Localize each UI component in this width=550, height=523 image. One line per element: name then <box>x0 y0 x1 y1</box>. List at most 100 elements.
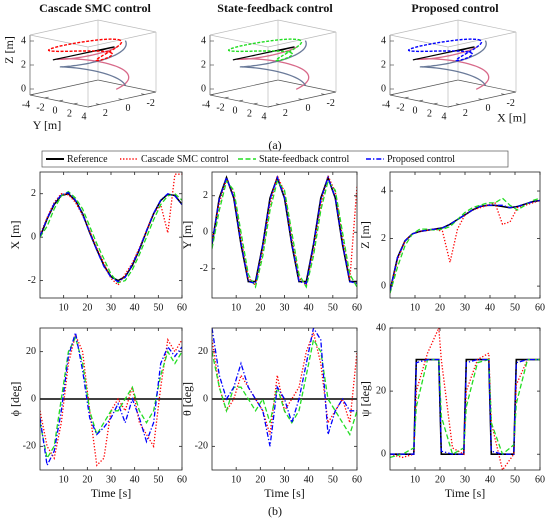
x-tick-label: 10 <box>59 302 69 313</box>
plot-frame <box>389 327 541 471</box>
trajectory <box>239 40 307 87</box>
x-tick-label: 10 <box>410 474 420 485</box>
trajectory <box>416 46 490 90</box>
y-tick-label: 2 <box>427 108 432 119</box>
y-tick-label: -4 <box>22 99 30 110</box>
box-edge <box>29 34 89 48</box>
x-tick-label: 40 <box>130 474 140 485</box>
series-line <box>390 199 540 292</box>
x-tick-label: 20 <box>255 474 265 485</box>
x-tick-label: 40 <box>304 474 314 485</box>
x-tick-label: 50 <box>328 302 338 313</box>
x-tick-label: 30 <box>460 474 470 485</box>
series-line <box>40 173 182 287</box>
legend-label: Reference <box>67 154 108 165</box>
y-axis-label: Y [m] <box>180 221 194 250</box>
z-tick-label: 0 <box>381 83 386 94</box>
y-tick-label: -2 <box>36 102 44 113</box>
y-tick-label: 2 <box>247 108 252 119</box>
tick-mark <box>253 102 258 105</box>
tick-mark <box>389 93 395 96</box>
x-tick-label: 30 <box>280 474 290 485</box>
panel-label: (a) <box>268 138 281 152</box>
series-line <box>212 338 357 437</box>
tick-mark <box>118 98 123 100</box>
series-line <box>40 191 182 283</box>
series-line <box>212 330 357 435</box>
box-edge <box>29 19 99 36</box>
tick-mark <box>418 99 424 102</box>
box-edge <box>389 79 459 96</box>
chart-title: Proposed control <box>411 1 499 15</box>
tick-mark <box>501 93 505 95</box>
tick-mark <box>238 99 244 102</box>
series-line <box>40 335 182 460</box>
x-tick-label: 20 <box>435 474 445 485</box>
y-tick-label: -2 <box>396 102 404 113</box>
series-line <box>390 199 540 292</box>
box-edge <box>389 34 449 48</box>
trajectory <box>232 46 295 61</box>
x-tick-label: 0 <box>486 103 491 114</box>
plot-frame <box>211 327 358 471</box>
box-edge <box>87 31 157 48</box>
y-tick-label: -4 <box>382 99 390 110</box>
z-tick-label: 0 <box>201 83 206 94</box>
tick-mark <box>298 98 303 100</box>
tick-mark <box>95 103 100 105</box>
box-edge <box>209 34 269 48</box>
x-tick-label: -2 <box>146 98 154 109</box>
y-tick-label: 0 <box>203 227 208 238</box>
x-tick-label: 30 <box>460 302 470 313</box>
x-tick-label: 40 <box>485 302 495 313</box>
y-tick-label: -2 <box>200 263 208 274</box>
series-line <box>40 332 182 468</box>
y-tick-label: 2 <box>31 188 36 199</box>
y-tick-label: 4 <box>381 185 386 196</box>
tick-mark <box>267 105 273 108</box>
x-tick-label: -2 <box>506 98 514 109</box>
box-edge <box>209 79 279 96</box>
tick-mark <box>87 105 93 108</box>
y-tick-label: 20 <box>26 346 36 357</box>
panel-label: (b) <box>268 504 282 518</box>
plot-frame <box>389 171 541 299</box>
tick-mark <box>447 105 453 108</box>
plot-frame <box>39 171 183 299</box>
plot-lines <box>40 332 182 468</box>
x-tick-label: 40 <box>304 302 314 313</box>
trajectory <box>236 46 310 90</box>
trajectory <box>59 40 127 87</box>
series-line <box>212 179 357 289</box>
x-axis-label: Time [s] <box>91 486 132 500</box>
plot-lines <box>390 197 540 294</box>
y-tick-label: 0 <box>53 105 58 116</box>
y-tick-label: -2 <box>28 275 36 286</box>
x-tick-label: 10 <box>231 302 241 313</box>
y-tick-label: 0 <box>203 393 208 404</box>
x-tick-label: 60 <box>535 302 545 313</box>
trajectory <box>56 46 130 90</box>
series-line <box>212 175 357 285</box>
plot-lines <box>40 173 182 287</box>
legend-box <box>41 150 509 168</box>
y-axis-label: X [m] <box>8 221 22 250</box>
x-tick-label: 10 <box>59 474 69 485</box>
x-tick-label: 20 <box>255 302 265 313</box>
y-tick-label: 0 <box>413 105 418 116</box>
y-tick-label: 4 <box>82 111 87 122</box>
x-tick-label: 50 <box>510 302 520 313</box>
box-edge <box>277 79 337 93</box>
y-tick-label: -20 <box>23 441 36 452</box>
z-tick-label: 2 <box>381 59 386 70</box>
plot-lines <box>390 328 540 470</box>
tick-mark <box>224 96 229 99</box>
box-edge <box>97 19 157 33</box>
box-edge <box>457 19 517 33</box>
legend-label: Proposed control <box>387 154 455 165</box>
trajectory <box>52 46 115 61</box>
y-tick-label: -2 <box>216 102 224 113</box>
chart-title: Cascade SMC control <box>39 1 151 15</box>
y-tick-label: 2 <box>67 108 72 119</box>
y-axis-label: ψ [deg] <box>358 381 372 417</box>
